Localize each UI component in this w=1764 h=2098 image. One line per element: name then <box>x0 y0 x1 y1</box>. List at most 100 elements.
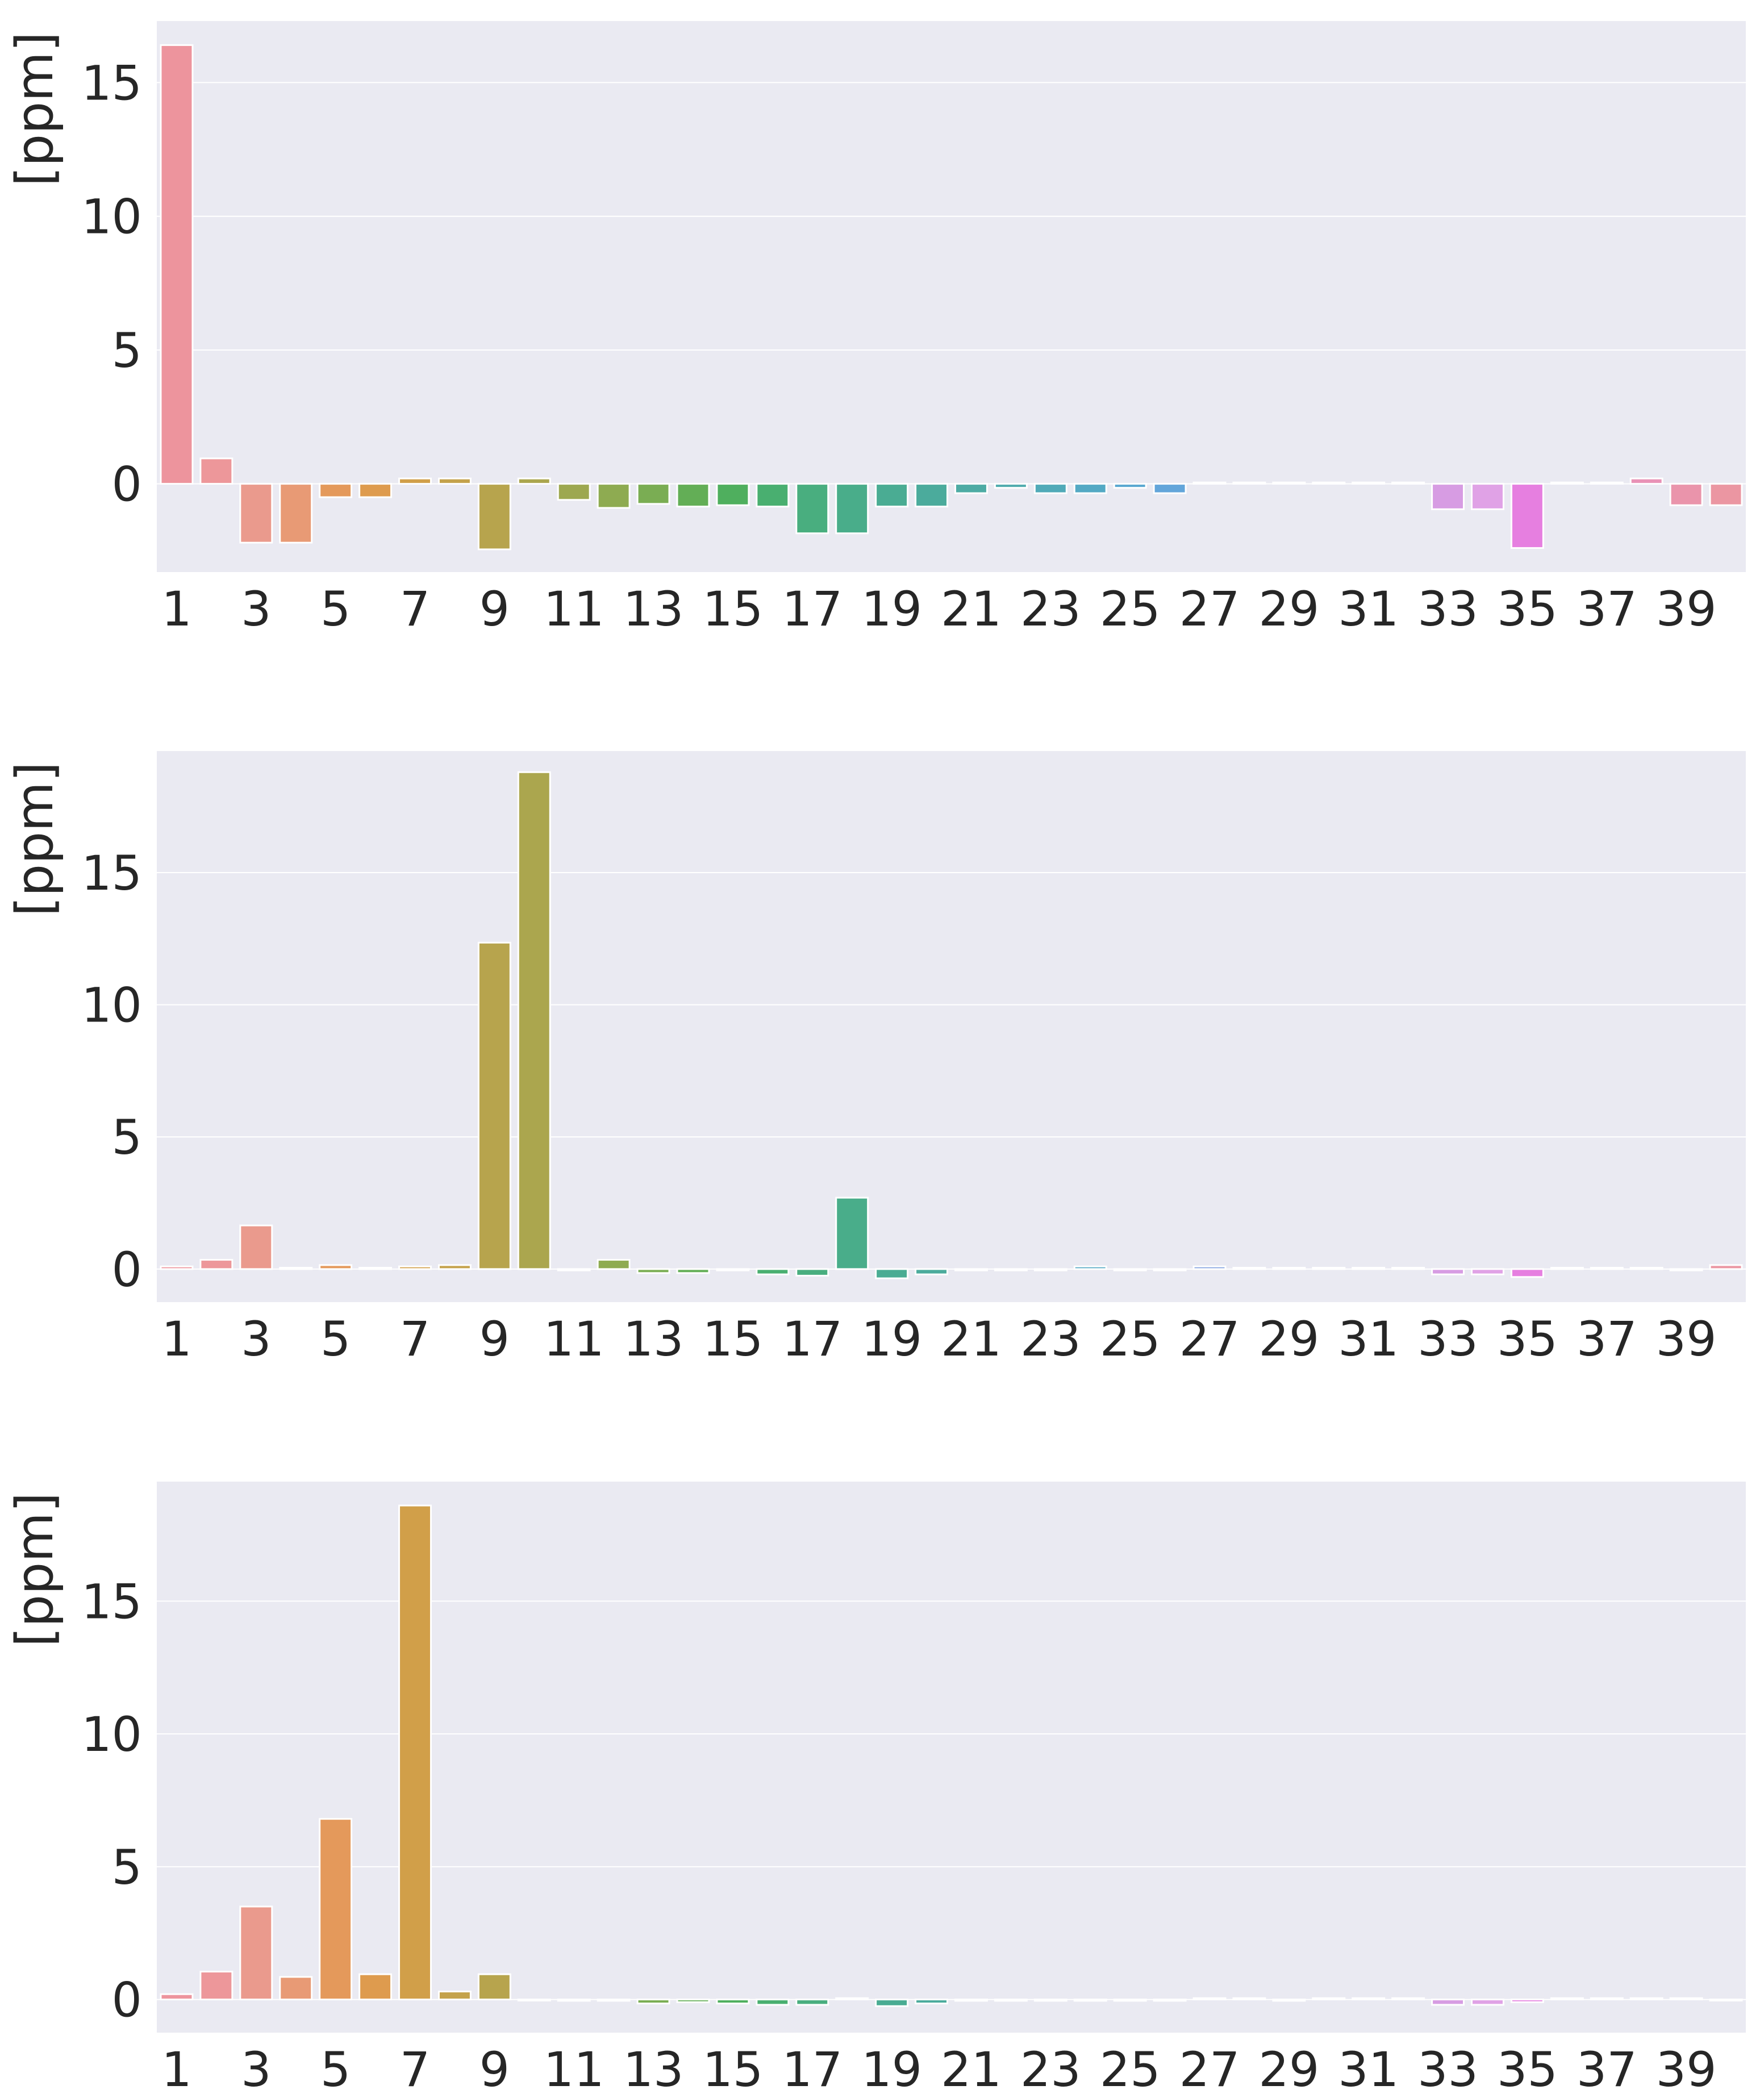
bar-23 <box>1033 483 1067 494</box>
x-tick-label: 21 <box>941 581 1002 637</box>
x-tick-label: 33 <box>1417 1311 1478 1367</box>
bar-22 <box>994 1999 1028 2002</box>
y-tick-label: 0 <box>112 1972 142 2028</box>
bar-27 <box>1192 1997 1227 2001</box>
x-tick-label: 17 <box>782 2042 843 2097</box>
x-tick-label: 5 <box>320 581 351 637</box>
bar-37 <box>1590 1997 1624 2001</box>
bar-14 <box>676 1268 710 1274</box>
x-tick-label: 15 <box>702 581 763 637</box>
bar-1 <box>160 44 194 485</box>
bar-5 <box>319 483 353 498</box>
x-tick-label: 25 <box>1100 581 1161 637</box>
bar-4 <box>279 1976 313 2001</box>
x-tick-label: 21 <box>941 2042 1002 2097</box>
x-tick-label: 39 <box>1656 581 1717 637</box>
bar-1 <box>160 1265 194 1270</box>
bar-12 <box>597 1999 631 2002</box>
y-tick-label: 10 <box>81 1707 142 1762</box>
bar-18 <box>835 483 869 535</box>
bar-10 <box>517 1999 551 2002</box>
x-tick-label: 7 <box>400 1311 430 1367</box>
bar-3 <box>239 483 273 544</box>
bar-13 <box>636 1268 670 1274</box>
bar-6 <box>358 1267 393 1270</box>
y-tick-label: 15 <box>81 55 142 111</box>
bar-32 <box>1391 481 1425 485</box>
bar-30 <box>1312 481 1346 485</box>
bar-12 <box>597 483 631 509</box>
bar-40 <box>1709 1999 1743 2002</box>
bar-9 <box>477 1973 511 2001</box>
x-tick-label: 33 <box>1417 581 1478 637</box>
bar-31 <box>1352 1997 1386 2001</box>
bar-20 <box>915 1999 949 2005</box>
bar-19 <box>875 1268 909 1279</box>
bar-35 <box>1510 1268 1544 1278</box>
y-tick-label: 15 <box>81 845 142 901</box>
bar-39 <box>1669 1268 1703 1271</box>
bar-12 <box>597 1259 631 1270</box>
x-tick-label: 33 <box>1417 2042 1478 2097</box>
x-tick-label: 9 <box>479 2042 510 2097</box>
x-tick-label: 9 <box>479 1311 510 1367</box>
plot-background <box>157 751 1746 1302</box>
bar-16 <box>756 1999 790 2006</box>
bar-33 <box>1431 483 1465 510</box>
bar-9 <box>477 941 511 1270</box>
bar-5 <box>319 1818 353 2001</box>
bar-37 <box>1590 481 1624 485</box>
y-tick-label: 10 <box>81 189 142 245</box>
bar-20 <box>915 483 949 508</box>
x-tick-label: 31 <box>1338 2042 1399 2097</box>
x-tick-label: 23 <box>1020 2042 1081 2097</box>
bar-2 <box>199 457 233 485</box>
bar-21 <box>954 483 988 494</box>
bar-3 <box>239 1905 273 2001</box>
x-tick-label: 21 <box>941 1311 1002 1367</box>
x-tick-label: 15 <box>702 1311 763 1367</box>
bar-34 <box>1471 1999 1504 2006</box>
bar-18 <box>835 1997 869 2001</box>
x-tick-label: 37 <box>1577 1311 1637 1367</box>
bar-27 <box>1192 1265 1227 1270</box>
x-tick-label: 35 <box>1497 1311 1558 1367</box>
x-tick-label: 27 <box>1179 1311 1240 1367</box>
y-axis-label: [ppm] <box>5 1492 65 1647</box>
bar-14 <box>676 1999 710 2003</box>
bar-5 <box>319 1264 353 1270</box>
bar-7 <box>398 477 432 485</box>
bar-22 <box>994 483 1028 489</box>
bar-30 <box>1312 1997 1346 2001</box>
bar-15 <box>716 483 750 506</box>
x-tick-label: 31 <box>1338 1311 1399 1367</box>
bar-4 <box>279 483 313 544</box>
bar-16 <box>756 483 790 508</box>
x-tick-label: 13 <box>623 581 684 637</box>
bar-32 <box>1391 1997 1425 2001</box>
x-tick-label: 27 <box>1179 581 1240 637</box>
bar-34 <box>1471 1268 1504 1275</box>
bar-23 <box>1033 1268 1067 1271</box>
bar-25 <box>1113 1999 1147 2002</box>
bar-36 <box>1550 1997 1584 2001</box>
bar-13 <box>636 1999 670 2005</box>
y-tick-label: 10 <box>81 978 142 1033</box>
bar-28 <box>1232 1997 1266 2001</box>
bar-26 <box>1153 483 1187 494</box>
bar-15 <box>716 1999 750 2005</box>
y-axis-label: [ppm] <box>5 32 65 186</box>
y-axis-label: [ppm] <box>5 762 65 916</box>
x-tick-label: 29 <box>1258 581 1319 637</box>
x-tick-label: 1 <box>161 2042 191 2097</box>
x-tick-label: 13 <box>623 1311 684 1367</box>
bar-29 <box>1272 1999 1306 2002</box>
bar-29 <box>1272 481 1306 485</box>
bar-19 <box>875 1999 909 2007</box>
bar-11 <box>557 1999 591 2002</box>
bar-35 <box>1510 1999 1544 2003</box>
x-tick-label: 23 <box>1020 1311 1081 1367</box>
